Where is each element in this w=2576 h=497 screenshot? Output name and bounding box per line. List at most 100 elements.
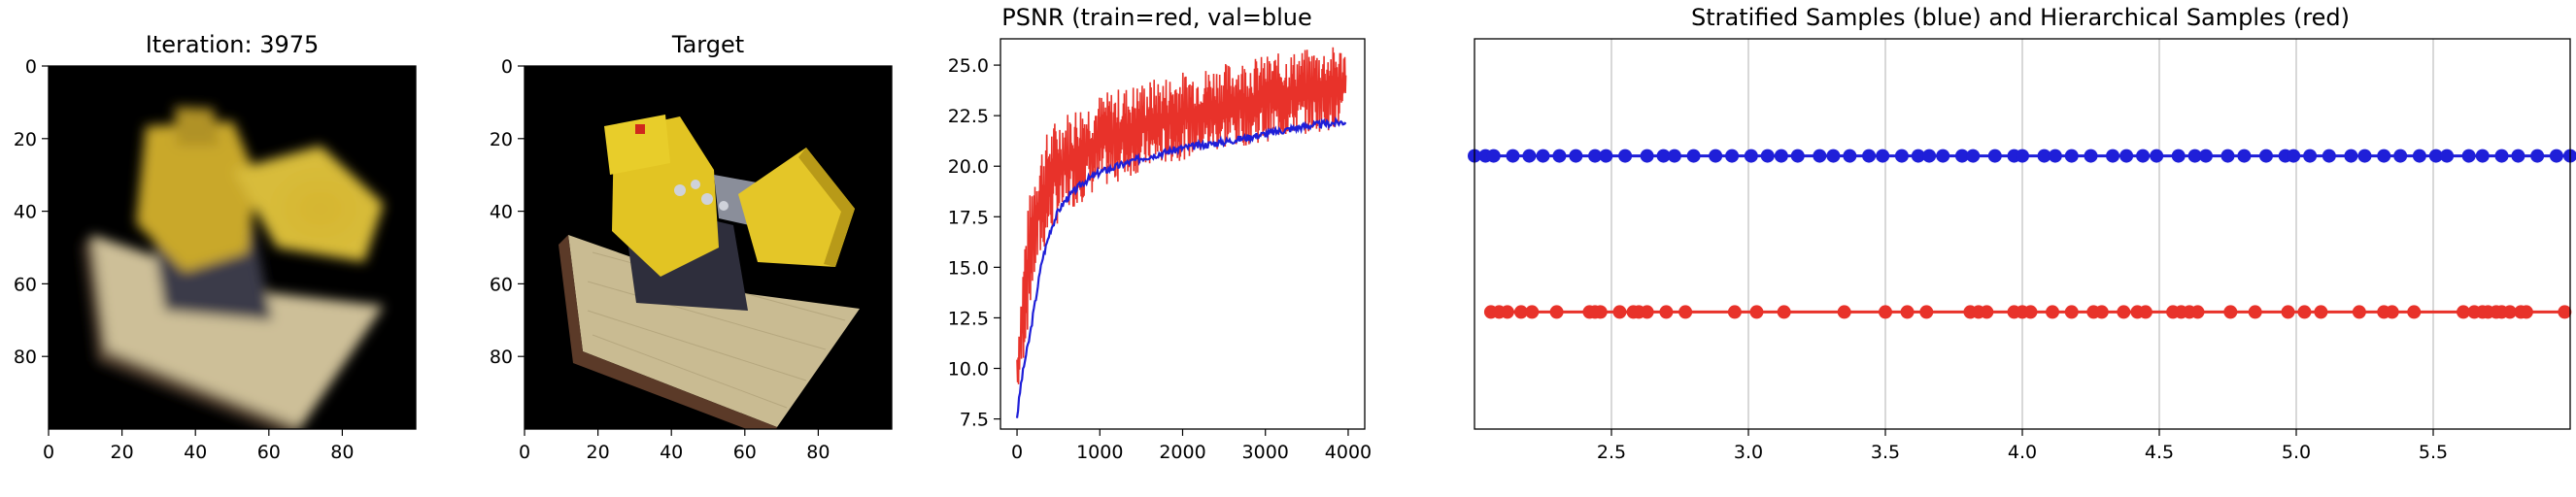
xtick-label: 5.0: [2282, 442, 2311, 463]
xtick-label: 4.5: [2145, 442, 2174, 463]
hierarchical-sample-point: [2064, 305, 2079, 319]
hierarchical-sample-point: [2023, 305, 2038, 319]
stratified-sample-point: [2119, 149, 2134, 163]
stratified-sample-point: [2237, 149, 2252, 163]
hierarchical-sample-point: [1919, 305, 1934, 319]
xtick-label: 3.5: [1871, 442, 1900, 463]
stratified-sample-point: [1569, 149, 1583, 163]
ytick-label: 10.0: [948, 359, 989, 381]
xtick-label: 3.0: [1734, 442, 1763, 463]
hierarchical-sample-point: [1749, 305, 1764, 319]
hierarchical-sample-point: [2314, 305, 2328, 319]
stratified-sample-point: [1813, 149, 1827, 163]
ytick-label: 25.0: [948, 55, 989, 77]
stratified-sample-point: [2428, 149, 2443, 163]
stratified-sample-point: [2287, 149, 2301, 163]
stratified-sample-point: [2171, 149, 2186, 163]
stratified-sample-point: [1744, 149, 1758, 163]
stratified-sample-point: [1922, 149, 1937, 163]
xtick-label: 0: [1011, 442, 1023, 463]
hierarchical-sample-point: [2138, 305, 2152, 319]
hierarchical-sample-point: [2385, 305, 2399, 319]
xtick-label: 20: [587, 442, 610, 463]
xtick-label: 4000: [1325, 442, 1372, 463]
stratified-sample-point: [2016, 149, 2029, 163]
stratified-sample-point: [2494, 149, 2509, 163]
stratified-sample-point: [2440, 149, 2455, 163]
stratified-sample-point: [1599, 149, 1613, 163]
hierarchical-sample-point: [2519, 305, 2533, 319]
stratified-sample-point: [2303, 149, 2318, 163]
rendered-image: [49, 66, 416, 429]
stratified-sample-point: [1862, 149, 1877, 163]
hierarchical-sample-point: [1879, 305, 1892, 319]
panel-target: Target: [524, 31, 893, 430]
stratified-sample-point: [1911, 149, 1925, 163]
stratified-sample-point: [1552, 149, 1567, 163]
ytick-label: 20: [490, 129, 513, 150]
hierarchical-sample-point: [1500, 305, 1514, 319]
stratified-sample-point: [1894, 149, 1909, 163]
stratified-sample-point: [2187, 149, 2202, 163]
xtick-label: 0: [43, 442, 54, 463]
hierarchical-sample-point: [2117, 305, 2131, 319]
stratified-sample-point: [2475, 149, 2490, 163]
stratified-sample-point: [1725, 149, 1740, 163]
ytick-label: 20: [14, 129, 37, 150]
stratified-sample-point: [1954, 149, 1969, 163]
hierarchical-sample-point: [1513, 305, 1528, 319]
stratified-sample-point: [1760, 149, 1775, 163]
stratified-sample-point: [2258, 149, 2273, 163]
stratified-sample-point: [1656, 149, 1671, 163]
stratified-sample-point: [2393, 149, 2408, 163]
ytick-label: 40: [490, 202, 513, 223]
hierarchical-sample-point: [1593, 305, 1608, 319]
series-train-line: [1016, 47, 1347, 384]
xtick-label: 2000: [1159, 442, 1205, 463]
stratified-sample-point: [2220, 149, 2235, 163]
stratified-sample-point: [2461, 149, 2476, 163]
stratified-sample-point: [1686, 149, 1701, 163]
xtick-label: 80: [330, 442, 354, 463]
stratified-sample-point: [2106, 149, 2120, 163]
stratified-sample-point: [1774, 149, 1788, 163]
hierarchical-sample-point: [2502, 305, 2517, 319]
ytick-label: 80: [14, 347, 37, 368]
ytick-label: 60: [490, 274, 513, 295]
stratified-sample-point: [2511, 149, 2525, 163]
hierarchical-sample-point: [1900, 305, 1915, 319]
ytick-label: 7.5: [960, 410, 989, 431]
stratified-sample-point: [2084, 149, 2098, 163]
hierarchical-sample-point: [2558, 305, 2572, 319]
hierarchical-sample-point: [2046, 305, 2060, 319]
ytick-label: 15.0: [948, 257, 989, 279]
xtick-label: 5.5: [2419, 442, 2448, 463]
stratified-sample-point: [1966, 149, 1981, 163]
xtick-label: 4.0: [2008, 442, 2037, 463]
ytick-label: 60: [14, 274, 37, 295]
panel-psnr: PSNR (train=red, val=blue: [1000, 4, 1366, 430]
target-image: [525, 66, 892, 429]
xtick-label: 3000: [1242, 442, 1289, 463]
xtick-label: 40: [660, 442, 683, 463]
stratified-sample-point: [1618, 149, 1633, 163]
xtick-label: 0: [519, 442, 530, 463]
stratified-sample-point: [1709, 149, 1723, 163]
stratified-sample-point: [2344, 149, 2358, 163]
ytick-label: 40: [14, 202, 37, 223]
panel-rendered: Iteration: 3975: [48, 31, 417, 430]
xtick-label: 60: [257, 442, 281, 463]
panel-samples: Stratified Samples (blue) and Hierarchic…: [1468, 4, 2576, 430]
stratified-sample-point: [2530, 149, 2545, 163]
hierarchical-sample-point: [1640, 305, 1654, 319]
stratified-sample-point: [1826, 149, 1841, 163]
hierarchical-sample-point: [2094, 305, 2109, 319]
stratified-sample-point: [2198, 149, 2213, 163]
stratified-sample-point: [2549, 149, 2563, 163]
xtick-label: 20: [111, 442, 134, 463]
ytick-label: 0: [25, 56, 37, 78]
hierarchical-sample-point: [1612, 305, 1627, 319]
stratified-sample-point: [2064, 149, 2079, 163]
ytick-label: 20.0: [948, 156, 989, 178]
